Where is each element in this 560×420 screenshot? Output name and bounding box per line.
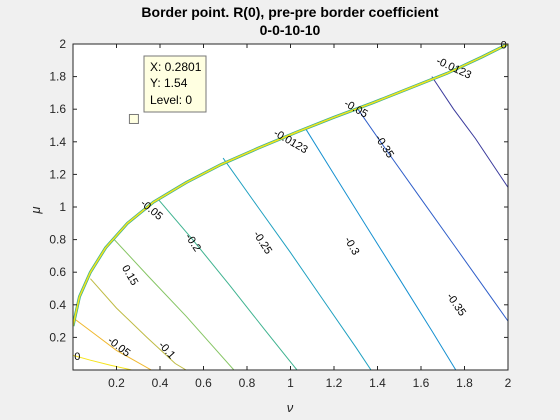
x-tick-label: 1.6 <box>413 376 430 390</box>
x-tick-label: 1 <box>287 376 294 390</box>
contour-line-0 <box>73 354 132 370</box>
border-curve <box>73 44 508 327</box>
x-tick-label: 1.4 <box>369 376 386 390</box>
y-tick-label: 1.8 <box>49 70 66 84</box>
x-tick-label: 0.2 <box>108 376 125 390</box>
y-tick-label: 0.2 <box>49 330 66 344</box>
contour-line-2 <box>90 278 187 370</box>
y-tick-label: 0.4 <box>49 298 66 312</box>
y-tick-label: 1.4 <box>49 135 66 149</box>
x-axis-label: ν <box>287 400 294 415</box>
x-tick-label: 0.8 <box>239 376 256 390</box>
x-tick-label: 1.8 <box>456 376 473 390</box>
x-tick-label: 1.2 <box>326 376 343 390</box>
x-tick-label: 2 <box>505 376 512 390</box>
contour-line-8 <box>431 76 508 188</box>
y-tick-label: 1 <box>59 200 66 214</box>
data-tip-level: Level: 0 <box>150 93 192 107</box>
contour-label-0: 0 <box>74 351 80 363</box>
data-tip-marker[interactable] <box>128 113 139 124</box>
contour-lines <box>73 44 508 370</box>
contour-line-6 <box>305 128 457 370</box>
chart-subtitle: 0-0-10-10 <box>260 22 321 38</box>
contour-line-5 <box>222 157 372 370</box>
y-tick-label: 0.6 <box>49 265 66 279</box>
contour-line-4 <box>157 198 298 370</box>
data-tip-y: Y: 1.54 <box>150 76 188 90</box>
x-tick-label: 0.6 <box>195 376 212 390</box>
contour-line-7 <box>357 108 508 322</box>
contour-line-1 <box>73 317 152 370</box>
y-tick-label: 1.2 <box>49 167 66 181</box>
y-tick-label: 0.8 <box>49 233 66 247</box>
y-axis-label: μ <box>28 206 43 214</box>
contour-line-3 <box>113 239 235 370</box>
y-tick-label: 2 <box>59 37 66 51</box>
contour-label-13: 0 <box>501 40 507 52</box>
chart-title: Border point. R(0), pre-pre border coeff… <box>141 4 438 20</box>
data-tip[interactable]: X: 0.2801 Y: 1.54 Level: 0 <box>128 55 207 124</box>
data-tip-x: X: 0.2801 <box>150 60 202 74</box>
y-axis: 0.2 0.4 0.6 0.8 1 1.2 1.4 1.6 1.8 2 <box>49 37 508 344</box>
x-tick-label: 0.4 <box>152 376 169 390</box>
x-axis: 0.2 0.4 0.6 0.8 1 1.2 1.4 1.6 1.8 2 <box>108 44 512 390</box>
data-tip-box <box>143 55 207 113</box>
y-tick-label: 1.6 <box>49 102 66 116</box>
